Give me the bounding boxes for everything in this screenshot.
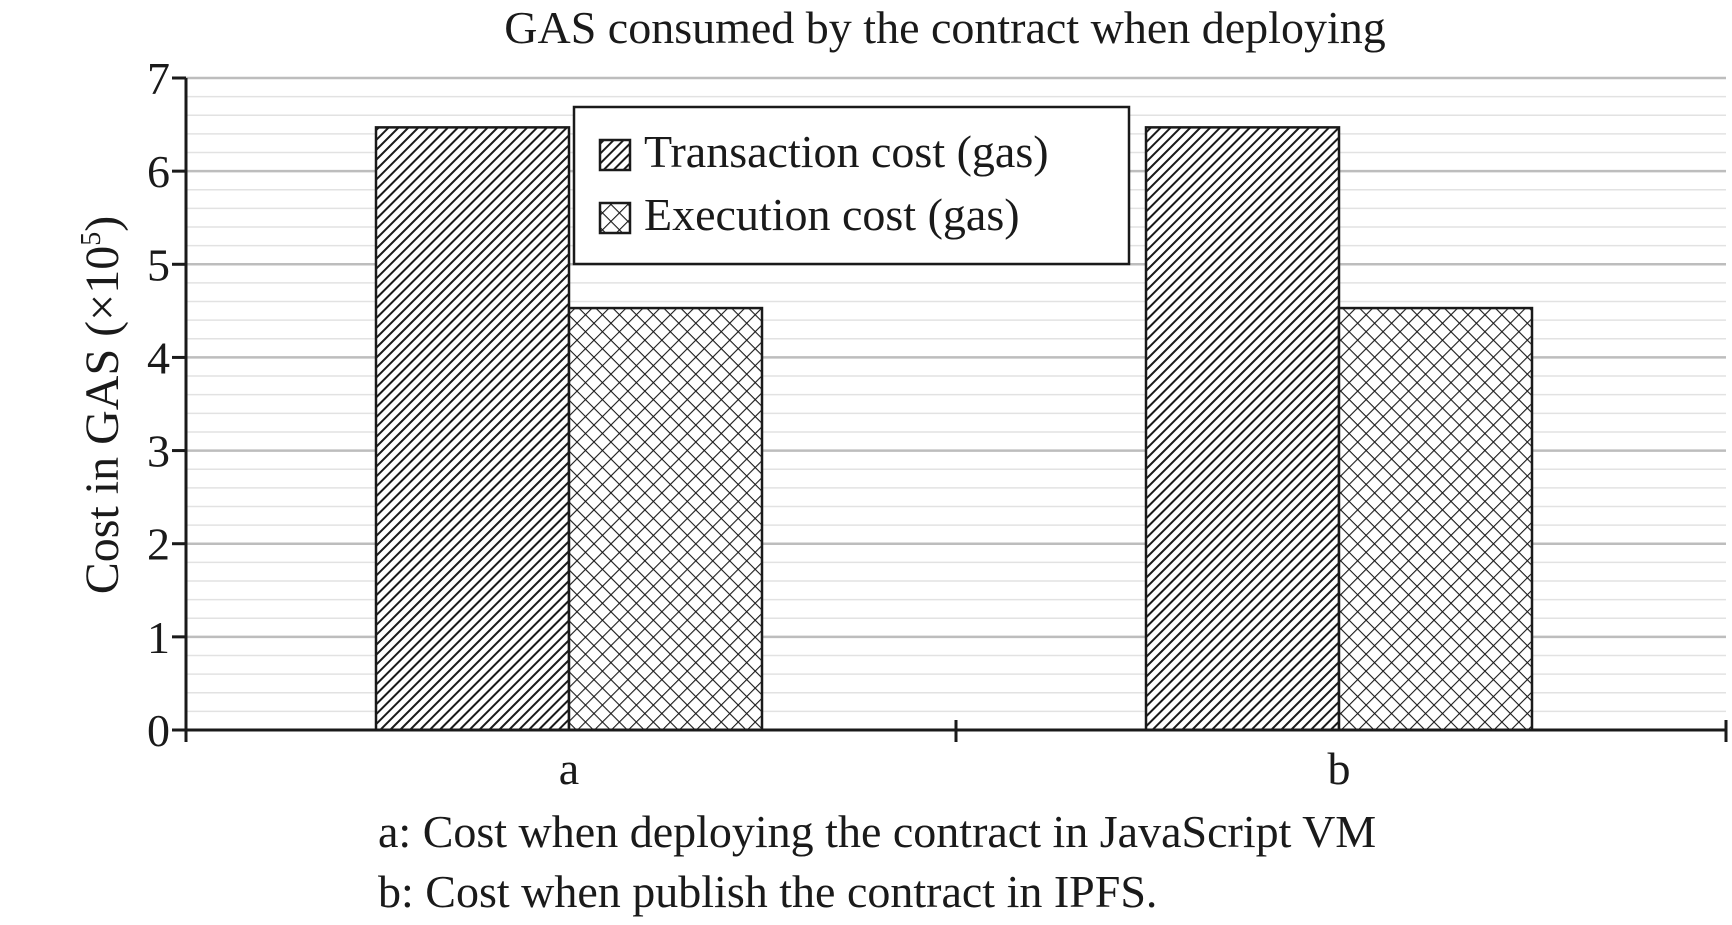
y-tick-labels: 0 1 2 3 4 5 6 7 bbox=[147, 53, 170, 756]
legend-box bbox=[572, 105, 1131, 266]
y-tick-label: 0 bbox=[147, 705, 170, 756]
y-tick-label: 2 bbox=[147, 519, 170, 570]
bar-a-transaction bbox=[374, 126, 571, 732]
bar-a-execution bbox=[567, 306, 764, 732]
y-tick-label: 6 bbox=[147, 146, 170, 197]
bar-b-transaction bbox=[1144, 126, 1341, 732]
chart-title: GAS consumed by the contract when deploy… bbox=[504, 2, 1385, 53]
y-axis-label: Cost in GAS (×105) bbox=[76, 216, 129, 594]
axes bbox=[172, 76, 1728, 742]
y-tick-label: 1 bbox=[147, 612, 170, 663]
legend-label: Transaction cost (gas) bbox=[644, 126, 1049, 177]
x-tick-label: a bbox=[559, 743, 579, 794]
y-tick-label: 3 bbox=[147, 426, 170, 477]
bars bbox=[374, 126, 1534, 732]
x-tick-label: b bbox=[1328, 743, 1351, 794]
note-a: a: Cost when deploying the contract in J… bbox=[378, 806, 1376, 857]
note-b: b: Cost when publish the contract in IPF… bbox=[378, 866, 1157, 917]
y-tick-label: 5 bbox=[147, 239, 170, 290]
y-tick-label: 7 bbox=[147, 53, 170, 104]
legend-swatch bbox=[598, 138, 632, 172]
legend: Transaction cost (gas) Execution cost (ga… bbox=[572, 105, 1131, 266]
legend-label: Execution cost (gas) bbox=[644, 189, 1020, 240]
y-tick-label: 4 bbox=[147, 332, 170, 383]
legend-swatch bbox=[598, 201, 632, 235]
bar-b-execution bbox=[1337, 306, 1534, 732]
